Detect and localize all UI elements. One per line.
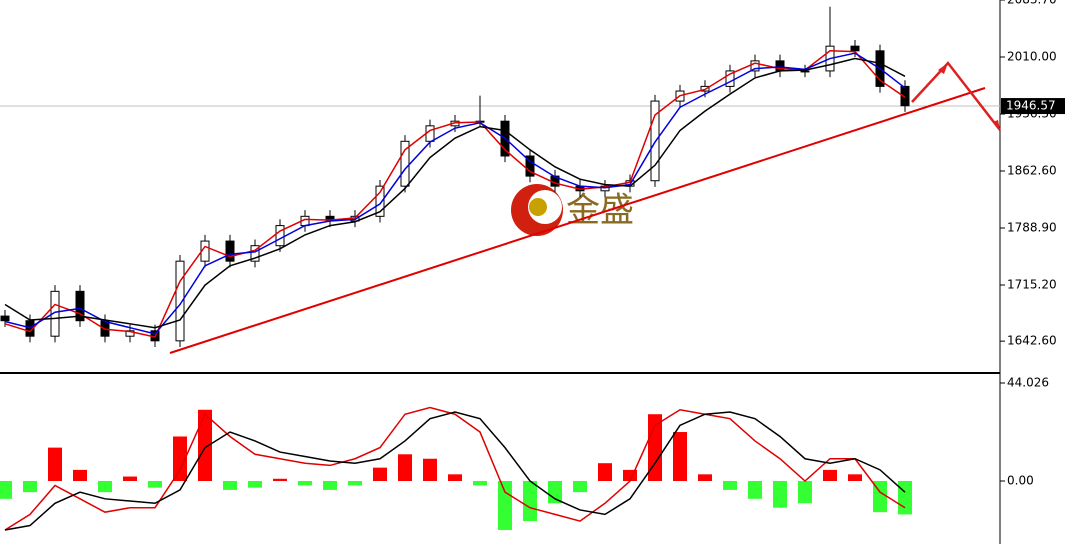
candle-body [125, 330, 135, 337]
macd-bar [798, 481, 812, 504]
macd-bar [323, 481, 337, 490]
macd-bar [698, 474, 712, 482]
plot: 2083.702010.001936.301862.601788.901715.… [0, 0, 1065, 531]
candle-body [600, 185, 610, 192]
candle-body [50, 290, 60, 337]
macd-bar [73, 469, 87, 482]
macd-bar [123, 476, 137, 482]
macd-bar [348, 481, 362, 486]
moving-average [4, 57, 906, 329]
candle-body [375, 185, 385, 217]
candle-body [250, 245, 260, 262]
candle-body [850, 45, 860, 52]
macd-bar [473, 481, 487, 486]
candle-body [525, 155, 535, 177]
macd-bar [898, 481, 912, 515]
candle-body [800, 70, 810, 73]
y-tick-label: 1715.20 [1007, 277, 1057, 291]
macd-bar [223, 481, 237, 490]
y-tick-label: 2010.00 [1007, 49, 1057, 63]
candle-body [0, 315, 10, 322]
watermark: 金盛 [511, 184, 634, 236]
macd-bar [0, 481, 12, 499]
candle-body [750, 60, 760, 72]
macd-bar [623, 469, 637, 482]
macd-bar [823, 469, 837, 482]
y-tick-label: 1788.90 [1007, 220, 1057, 234]
y-tick-label: 0.00 [1007, 474, 1034, 488]
candle-body [175, 260, 185, 342]
macd-bar [873, 481, 887, 513]
y-tick-label: 1642.60 [1007, 334, 1057, 348]
candle-body [25, 320, 35, 337]
macd-bar [298, 481, 312, 486]
macd-bar [848, 474, 862, 482]
macd-bar [723, 481, 737, 490]
last-price-box [1001, 98, 1065, 115]
macd-bar [23, 481, 37, 493]
macd-bar [548, 481, 562, 504]
macd-bar [648, 414, 662, 482]
moving-average [4, 50, 906, 338]
y-tick-label: 1862.60 [1007, 163, 1057, 177]
macd-bar [398, 454, 412, 482]
macd-bar [273, 478, 287, 482]
candle-body [225, 240, 235, 262]
macd-bar [198, 409, 212, 482]
candle-body [75, 290, 85, 322]
watermark-text: 金盛 [566, 191, 634, 231]
macd-bar [423, 458, 437, 482]
trend-line [169, 87, 986, 354]
candle-body [725, 70, 735, 87]
macd-bar [748, 481, 762, 499]
y-tick-label: 2083.70 [1007, 0, 1057, 7]
y-tick-label: 44.026 [1007, 376, 1049, 390]
arrow-head [993, 120, 1000, 130]
macd-bar [373, 467, 387, 482]
last-price-label: 1946.57 [1006, 99, 1056, 113]
macd-line [4, 411, 906, 531]
macd-bar [448, 474, 462, 482]
candle-body [900, 85, 910, 107]
macd-bar [48, 447, 62, 482]
macd-bar [598, 463, 612, 482]
macd-bar [173, 436, 187, 482]
moving-average [4, 52, 906, 335]
macd-bar [248, 481, 262, 488]
macd-bar [773, 481, 787, 508]
macd-bar [98, 481, 112, 493]
macd-bar [523, 481, 537, 522]
candle-body [275, 225, 285, 247]
arrow-head [938, 63, 948, 74]
macd-bar [148, 481, 162, 488]
macd-line [4, 406, 906, 531]
logo-dot [529, 198, 547, 216]
macd-bar [673, 432, 687, 482]
macd-bar [498, 481, 512, 530]
macd-bar [573, 481, 587, 493]
